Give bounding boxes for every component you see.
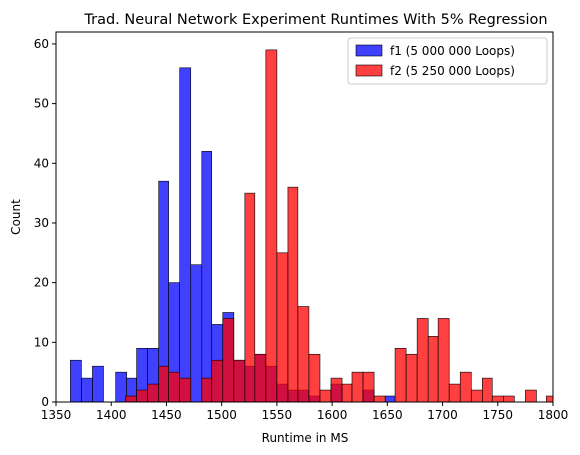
histogram-bar [190, 264, 203, 402]
y-tick-label: 50 [34, 97, 49, 111]
histogram-bar [362, 371, 375, 402]
legend-box [347, 37, 548, 85]
histogram-bar [416, 318, 429, 402]
histogram-bar [92, 365, 104, 402]
histogram-bar [341, 383, 353, 402]
histogram-bar [179, 377, 192, 402]
histogram-bar [437, 318, 450, 402]
histogram-bar [158, 365, 169, 402]
histogram-bar [168, 371, 180, 402]
legend-swatch [355, 44, 383, 57]
histogram-bar [265, 49, 278, 402]
bars-group [70, 49, 553, 402]
histogram-bar [276, 252, 289, 402]
histogram-bar [254, 353, 267, 402]
chart-title: Trad. Neural Network Experiment Runtimes… [83, 12, 547, 28]
x-tick-label: 1550 [262, 408, 293, 422]
x-tick-label: 1800 [538, 408, 569, 422]
histogram-bar [70, 359, 82, 402]
x-tick-label: 1750 [483, 408, 514, 422]
legend-label: f2 (5 250 000 Loops) [390, 64, 515, 78]
y-tick-label: 20 [34, 276, 49, 290]
histogram-bar [384, 395, 396, 402]
histogram-bar [147, 383, 160, 402]
x-tick-label: 1400 [96, 408, 127, 422]
histogram-bar [427, 336, 439, 402]
histogram-bar [459, 371, 472, 402]
histogram-bar [351, 371, 364, 402]
y-tick-label: 60 [34, 37, 49, 51]
x-tick-label: 1500 [206, 408, 237, 422]
histogram-bar [244, 192, 256, 402]
x-tick-label: 1650 [372, 408, 403, 422]
histogram-bar [482, 377, 493, 402]
histogram-bar [502, 395, 515, 402]
histogram-bar [319, 389, 332, 402]
histogram-bar [222, 318, 235, 402]
y-tick-label: 10 [34, 335, 49, 349]
histogram-bar [448, 383, 461, 402]
histogram-bar [525, 389, 537, 402]
histogram-bar [287, 186, 299, 402]
histogram-bar [233, 359, 246, 402]
x-tick-label: 1600 [317, 408, 348, 422]
x-tick-label: 1450 [151, 408, 182, 422]
y-tick-label: 30 [34, 216, 49, 230]
x-tick-label: 1700 [427, 408, 458, 422]
plot-area: 1350 1400 1450 1500 1550 1600 1650 1700 1750 1800… [34, 31, 569, 422]
histogram-bar [115, 371, 127, 402]
histogram-bar [308, 353, 321, 402]
histogram-bar [470, 389, 483, 402]
histogram-bar [491, 395, 504, 402]
histogram-bar [373, 395, 386, 402]
histogram-bar [136, 389, 148, 402]
x-tick-label: 1350 [41, 408, 72, 422]
legend: f1 (5 000 000 Loops) f2 (5 250 000 Loops) [347, 37, 548, 85]
x-axis-label: Runtime in MS [262, 431, 349, 445]
histogram-bar [297, 306, 310, 402]
histogram-bar [201, 151, 213, 402]
legend-swatch [355, 64, 383, 77]
histogram-bar [81, 377, 93, 402]
legend-label: f1 (5 000 000 Loops) [390, 44, 515, 58]
histogram-bar [179, 67, 192, 402]
histogram-bar [330, 377, 343, 402]
y-tick-label: 0 [41, 395, 49, 409]
series-2-bars [125, 49, 553, 402]
axes-frame [55, 31, 554, 403]
histogram-bar [201, 377, 213, 402]
histogram-bar [405, 353, 418, 402]
histogram-bar [394, 347, 407, 402]
y-tick-label: 40 [34, 156, 49, 170]
y-axis-label: Count [9, 199, 23, 235]
histogram-bar [211, 359, 224, 402]
histogram-bar [125, 395, 137, 402]
